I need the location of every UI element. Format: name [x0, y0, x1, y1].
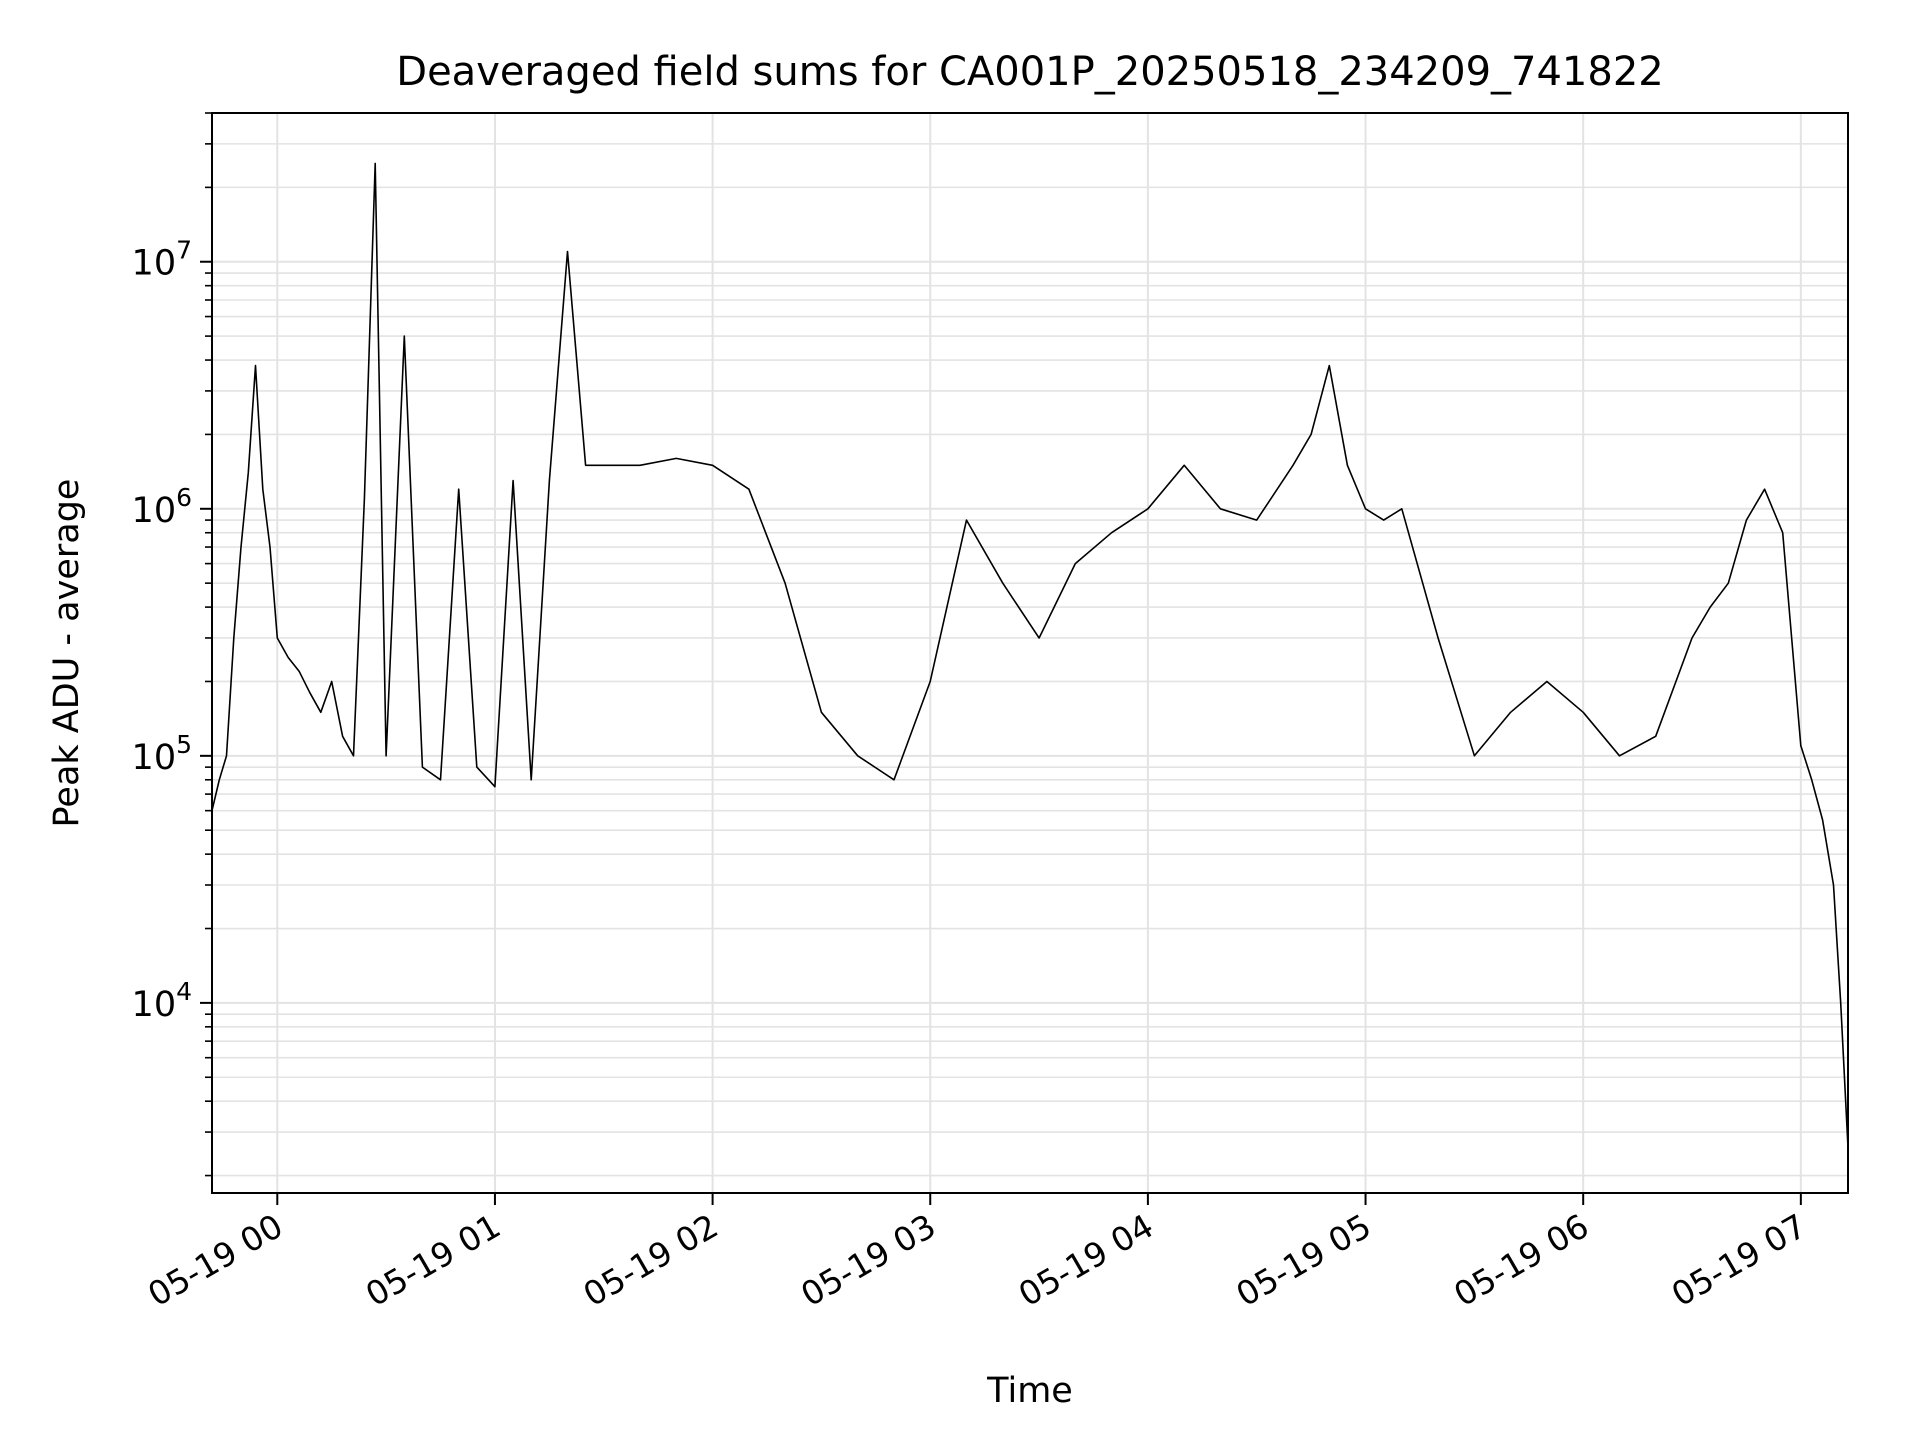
- y-tick-label: 106: [132, 483, 192, 531]
- y-tick-label: 105: [132, 730, 192, 778]
- plot-frame: [211, 112, 1849, 1194]
- y-axis-label: Peak ADU - average: [47, 479, 87, 828]
- y-tick-label: 104: [132, 977, 192, 1025]
- plot-layer: [211, 162, 1849, 1148]
- chart-title: Deaveraged field sums for CA001P_2025051…: [396, 49, 1663, 95]
- y-tick-label: 107: [132, 236, 192, 284]
- x-axis-label: Time: [986, 1371, 1073, 1411]
- data-series-line: [211, 162, 1849, 1148]
